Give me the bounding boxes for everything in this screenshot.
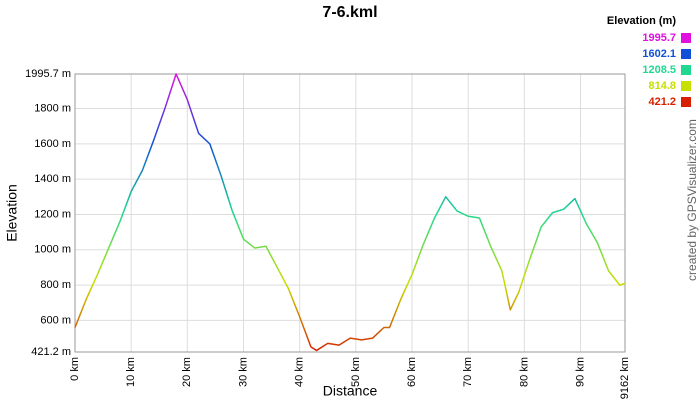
y-tick-label: 1200 m bbox=[34, 208, 71, 220]
legend-swatch bbox=[681, 81, 691, 91]
y-axis-label: Elevation bbox=[4, 184, 20, 242]
y-tick-label: 1000 m bbox=[34, 244, 71, 256]
legend-swatch bbox=[681, 33, 691, 43]
elevation-line bbox=[74, 73, 626, 352]
legend-label: 814.8 bbox=[648, 80, 676, 92]
y-tick-label: 1995.7 m bbox=[25, 68, 71, 80]
y-tick-label: 1800 m bbox=[34, 102, 71, 114]
legend-label: 1995.7 bbox=[642, 32, 676, 44]
x-tick-label: 50 km bbox=[350, 357, 362, 387]
legend-swatch bbox=[681, 65, 691, 75]
y-tick-label: 421.2 m bbox=[31, 346, 71, 358]
x-tick-label: 40 km bbox=[294, 357, 306, 387]
x-tick-label: 10 km bbox=[125, 357, 137, 387]
x-tick-label: 90 km bbox=[574, 357, 586, 387]
chart-title: 7-6.kml bbox=[322, 4, 377, 21]
x-tick-label: 30 km bbox=[237, 357, 249, 387]
x-tick-label: 70 km bbox=[462, 357, 474, 387]
x-tick-label: 60 km bbox=[406, 357, 418, 387]
y-tick-label: 600 m bbox=[40, 314, 71, 326]
legend-title: Elevation (m) bbox=[607, 15, 676, 27]
legend-label: 1208.5 bbox=[642, 64, 676, 76]
y-tick-label: 800 m bbox=[40, 279, 71, 291]
legend-swatch bbox=[681, 49, 691, 59]
x-tick-label: 80 km bbox=[518, 357, 530, 387]
x-tick-label: 20 km bbox=[181, 357, 193, 387]
legend-swatch bbox=[681, 97, 691, 107]
x-tick-label: 97.9162 km bbox=[619, 357, 631, 400]
plot-frame bbox=[74, 73, 626, 353]
x-tick-label: 0 km bbox=[69, 357, 81, 381]
y-tick-label: 1600 m bbox=[34, 138, 71, 150]
x-axis-label: Distance bbox=[323, 383, 378, 399]
credit: created by GPSVisualizer.com bbox=[685, 119, 699, 281]
y-tick-label: 1400 m bbox=[34, 173, 71, 185]
legend-label: 1602.1 bbox=[642, 48, 676, 60]
legend-label: 421.2 bbox=[648, 96, 676, 108]
